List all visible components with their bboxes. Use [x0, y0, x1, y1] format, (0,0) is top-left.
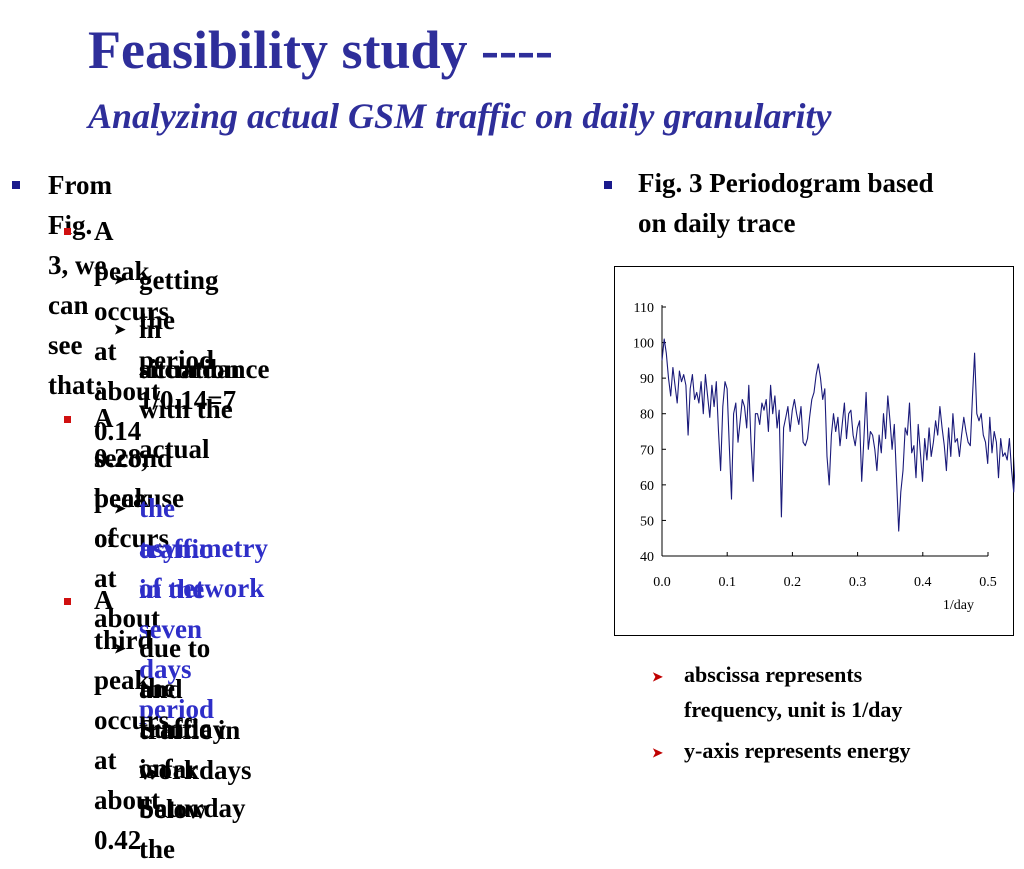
chart-axes [661, 305, 989, 557]
arrow-bullet-icon: ➤ [114, 642, 126, 657]
y-tick-label: 70 [640, 443, 654, 458]
x-tick-label: 0.0 [653, 575, 671, 590]
note-abscissa-line1: abscissa represents [684, 662, 863, 687]
x-tick-label: 0.1 [718, 575, 736, 590]
chart-series [661, 338, 1015, 532]
chart-labels: 40 50 60 70 80 90 100 110 0.0 0.1 0.2 0.3 0.4 0.5 1/da… [633, 301, 997, 613]
y-tick-label: 100 [633, 337, 654, 352]
y-tick-label: 40 [640, 550, 654, 565]
bullet-peak-2-reason-line1: the asymmetry of network [139, 493, 268, 603]
periodogram-svg: 40 50 60 70 80 90 100 110 0.0 0.1 0.2 0.3 0.4 0.5 1/da… [633, 301, 1015, 613]
figure-caption-line2: on daily trace [638, 208, 796, 238]
bullet-peak-2-reason-line2: traffic in the seven days period [139, 534, 215, 724]
y-tick-label: 90 [640, 372, 654, 387]
x-tick-label: 0.2 [784, 575, 802, 590]
y-tick-label: 60 [640, 479, 654, 494]
y-tick-label: 110 [634, 301, 654, 316]
periodogram-chart: 40 50 60 70 80 90 100 110 0.0 0.1 0.2 0.3 0.4 0.5 1/da… [614, 266, 1015, 636]
arrow-bullet-icon: ➤ [652, 745, 663, 760]
bullet-square-icon [604, 181, 612, 189]
bullet-peak-1-accordance-line1: in accordance with the actual [139, 314, 270, 464]
bullet-peak-2-line2: 0.28, because of [94, 443, 184, 553]
x-tick-label: 0.3 [849, 575, 867, 590]
bullet-square-icon [64, 416, 71, 423]
bullet-peak-2-line1: A second peak occurs at about [94, 403, 173, 633]
arrow-bullet-icon: ➤ [114, 273, 126, 288]
bullet-peak-3-reason-line3: traffic in workdays [139, 715, 252, 785]
x-tick-label: 0.5 [979, 575, 997, 590]
bullet-heading: From Fig. 3, we can see that: [48, 170, 112, 400]
series-line [661, 338, 1015, 532]
bullet-peak-1-period: getting the period 1/0.14=7 [139, 265, 237, 415]
y-tick-label: 80 [640, 408, 654, 423]
bullet-square-icon [64, 598, 71, 605]
x-axis-title: 1/day [943, 598, 974, 613]
arrow-bullet-icon: ➤ [114, 502, 126, 517]
x-tick-label: 0.4 [914, 575, 932, 590]
note-yaxis: y-axis represents energy [684, 738, 911, 763]
bullet-peak-1: A peak occurs at about 0.14 [94, 216, 169, 446]
bullet-peak-1-accordance-line2: situation [139, 354, 240, 384]
arrow-bullet-icon: ➤ [652, 669, 663, 684]
page-title: Feasibility study ---- [88, 20, 553, 80]
arrow-bullet-icon: ➤ [114, 323, 126, 338]
bullet-square-icon [12, 181, 20, 189]
y-tick-label: 50 [640, 514, 654, 529]
note-abscissa-line2: frequency, unit is 1/day [684, 697, 903, 722]
bullet-square-icon [64, 228, 71, 235]
page-subtitle: Analyzing actual GSM traffic on daily gr… [88, 96, 832, 136]
figure-caption-line1: Fig. 3 Periodogram based [638, 168, 934, 198]
